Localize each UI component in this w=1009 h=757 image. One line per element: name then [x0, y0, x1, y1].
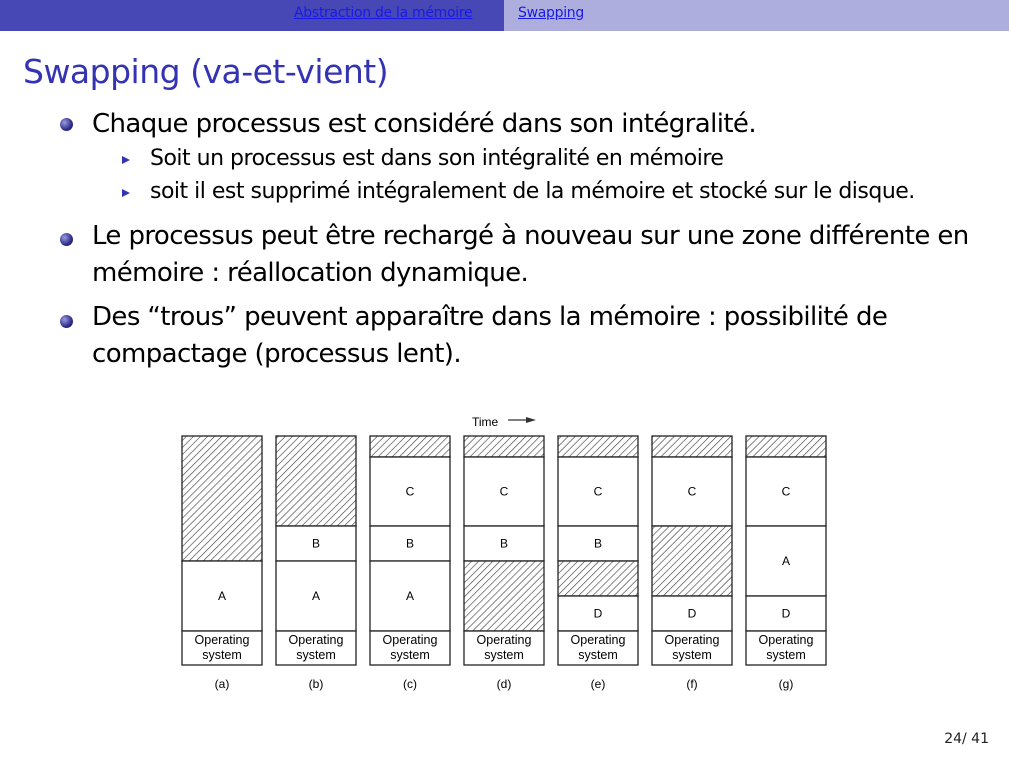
- process-label: C: [406, 485, 415, 499]
- os-label: Operating: [571, 633, 626, 647]
- process-label: B: [312, 537, 320, 551]
- memory-hole: [745, 435, 827, 458]
- process-label: A: [312, 589, 320, 603]
- os-label: Operating: [195, 633, 250, 647]
- bullet-3-line-2: compactage (processus lent).: [92, 339, 462, 369]
- os-block: [275, 630, 357, 666]
- memory-hole: [275, 435, 357, 527]
- process-B: [275, 525, 357, 562]
- os-label: Operating: [759, 633, 814, 647]
- os-block: [463, 630, 545, 666]
- os-label: system: [672, 648, 712, 662]
- os-label: Operating: [289, 633, 344, 647]
- process-label: C: [688, 485, 697, 499]
- column-label: (b): [309, 677, 324, 691]
- memory-hole: [463, 560, 545, 632]
- process-label: D: [594, 607, 603, 621]
- bullet-icon: [60, 315, 73, 328]
- os-label: Operating: [383, 633, 438, 647]
- time-arrow-icon: [508, 417, 536, 423]
- bullet-icon: [60, 233, 73, 246]
- process-C: [557, 456, 639, 527]
- nav-section-link[interactable]: Abstraction de la mémoire: [294, 5, 473, 21]
- sub-bullet-icon: [122, 189, 130, 197]
- os-label: system: [484, 648, 524, 662]
- process-C: [369, 456, 451, 527]
- process-label: A: [782, 554, 790, 568]
- os-block: [651, 630, 733, 666]
- os-label: system: [296, 648, 336, 662]
- beamer-header: Abstraction de la mémoire Swapping: [0, 0, 1009, 31]
- os-label: Operating: [477, 633, 532, 647]
- process-D: [557, 595, 639, 632]
- column-label: (f): [686, 677, 697, 691]
- column-label: (a): [215, 677, 230, 691]
- os-label: system: [578, 648, 618, 662]
- sub-bullet-1: Soit un processus est dans son intégrali…: [150, 146, 724, 171]
- process-label: B: [594, 537, 602, 551]
- os-label: system: [390, 648, 430, 662]
- slide-title: Swapping (va-et-vient): [23, 52, 389, 91]
- os-block: [745, 630, 827, 666]
- process-C: [463, 456, 545, 527]
- os-block: [557, 630, 639, 666]
- sub-bullet-2: soit il est supprimé intégralement de la…: [150, 179, 915, 204]
- column-label: (c): [403, 677, 417, 691]
- process-label: D: [782, 607, 791, 621]
- column-label: (d): [497, 677, 512, 691]
- memory-hole: [463, 435, 545, 458]
- memory-hole: [181, 435, 263, 562]
- memory-hole: [557, 435, 639, 458]
- process-label: C: [594, 485, 603, 499]
- time-label: Time: [472, 415, 499, 429]
- process-C: [651, 456, 733, 527]
- bullet-icon: [60, 118, 73, 131]
- process-label: A: [406, 589, 414, 603]
- process-A: [275, 560, 357, 632]
- os-block: [369, 630, 451, 666]
- process-label: B: [406, 537, 414, 551]
- column-label: (g): [779, 677, 794, 691]
- page-number: 24/ 41: [944, 731, 989, 747]
- process-A: [181, 560, 263, 632]
- os-label: system: [766, 648, 806, 662]
- process-D: [651, 595, 733, 632]
- process-label: C: [500, 485, 509, 499]
- header-left: [0, 0, 504, 31]
- process-label: D: [688, 607, 697, 621]
- nav-subsection-link[interactable]: Swapping: [518, 5, 584, 21]
- bullet-2-line-2: mémoire : réallocation dynamique.: [92, 258, 529, 288]
- os-label: Operating: [665, 633, 720, 647]
- sub-bullet-icon: [122, 156, 130, 164]
- process-label: C: [782, 485, 791, 499]
- os-label: system: [202, 648, 242, 662]
- memory-hole: [369, 435, 451, 458]
- memory-hole: [651, 525, 733, 597]
- header-right: [504, 0, 1009, 31]
- bullet-1: Chaque processus est considéré dans son …: [92, 109, 757, 139]
- memory-hole: [557, 560, 639, 597]
- process-D: [745, 595, 827, 632]
- process-A: [745, 525, 827, 597]
- process-label: B: [500, 537, 508, 551]
- bullet-2-line-1: Le processus peut être rechargé à nouvea…: [92, 221, 969, 251]
- os-block: [181, 630, 263, 666]
- process-label: A: [218, 589, 226, 603]
- bullet-3-line-1: Des “trous” peuvent apparaître dans la m…: [92, 302, 888, 332]
- memory-hole: [651, 435, 733, 458]
- column-label: (e): [591, 677, 606, 691]
- process-C: [745, 456, 827, 527]
